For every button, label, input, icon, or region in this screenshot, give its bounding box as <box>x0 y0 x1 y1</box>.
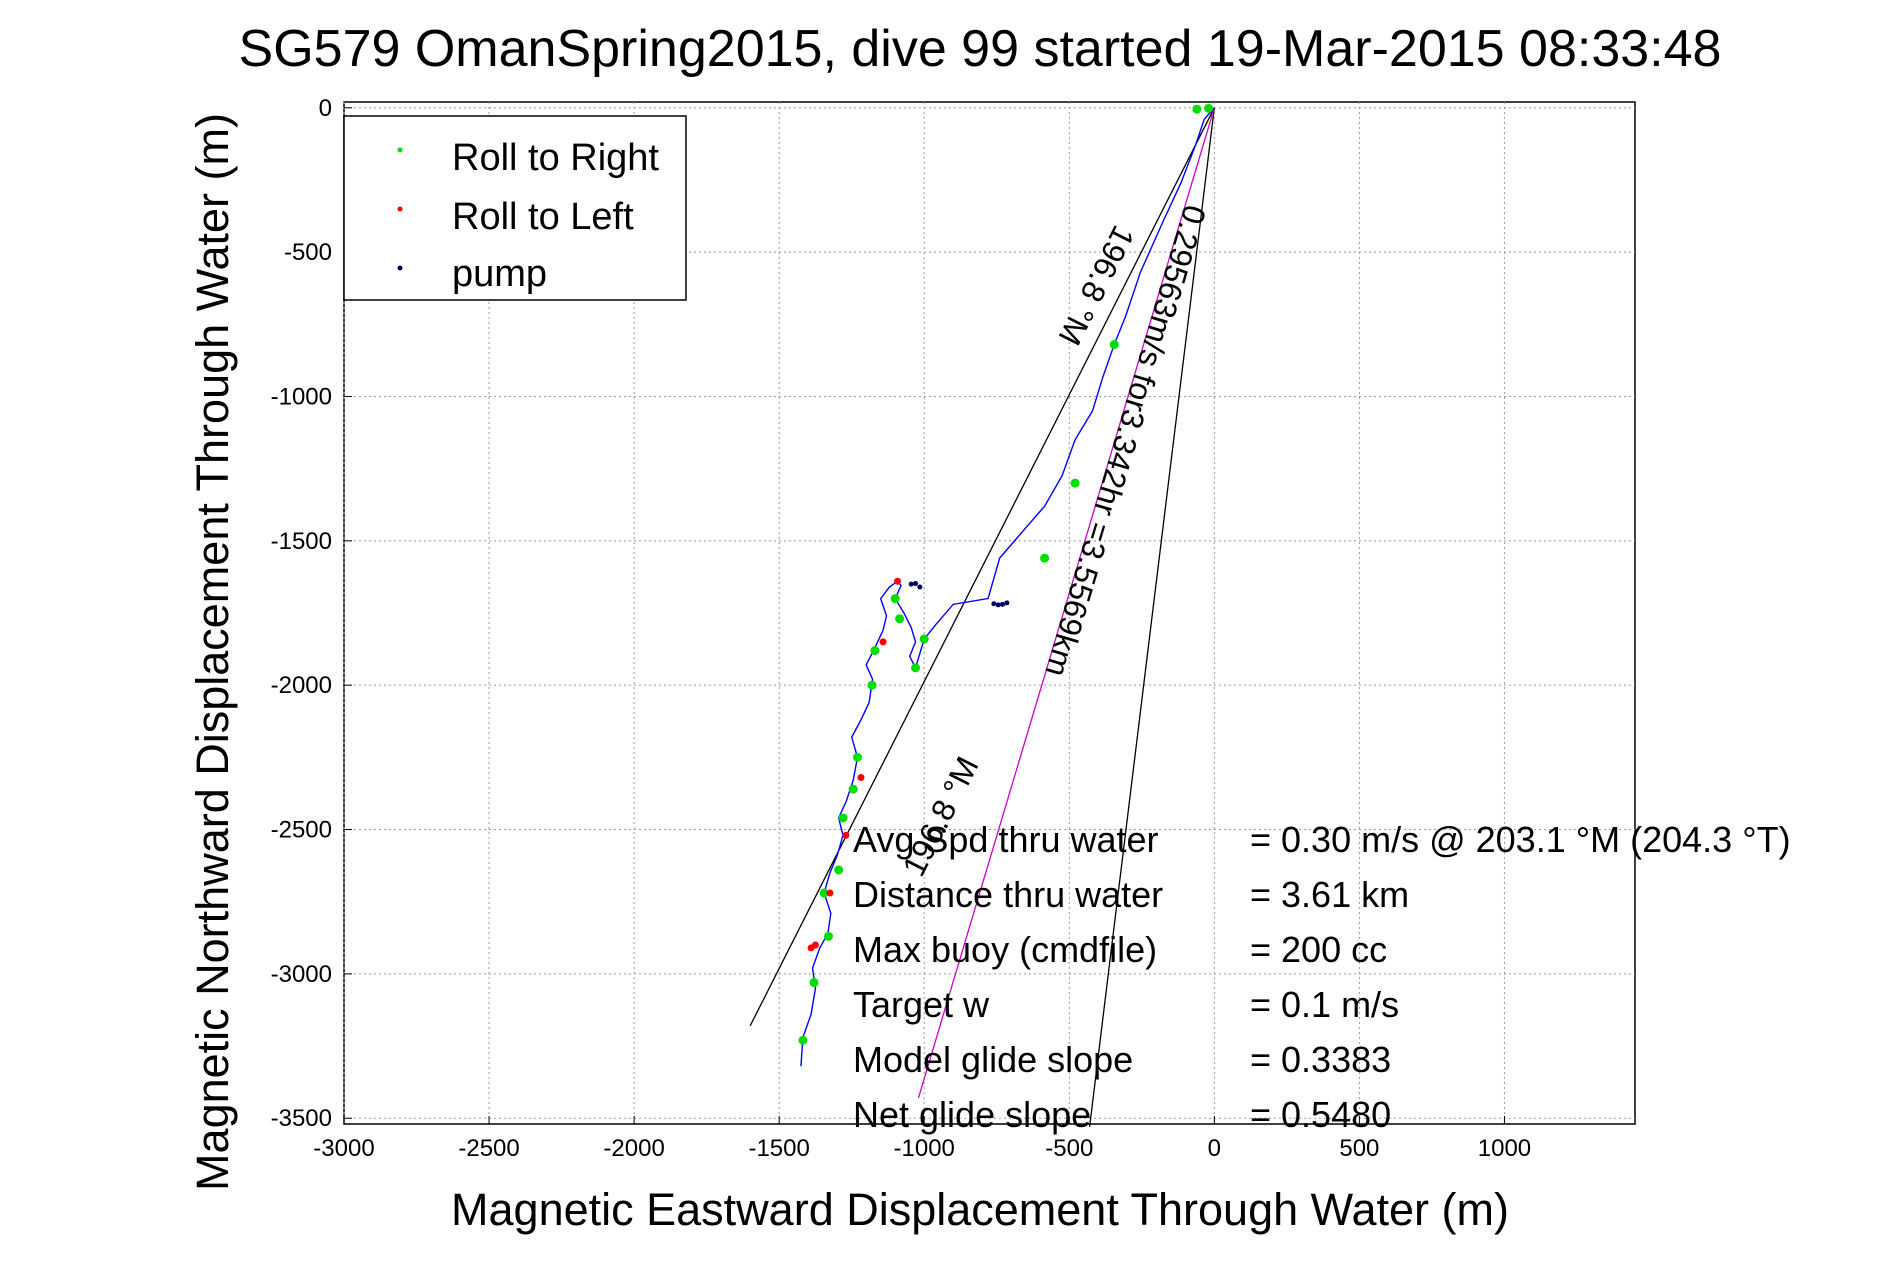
info-value-5: = 0.5480 <box>1250 1094 1391 1135</box>
info-value-3: = 0.1 m/s <box>1250 984 1399 1025</box>
roll-right-point <box>852 752 862 762</box>
x-tick-label: 1000 <box>1478 1135 1531 1162</box>
y-tick-label: -1000 <box>271 383 332 410</box>
legend-label-pump: pump <box>452 253 547 295</box>
course-line <box>917 107 1215 1099</box>
legend: Roll to Right Roll to Left pump <box>343 115 687 301</box>
pump-point <box>913 581 919 587</box>
pump-point <box>917 584 923 590</box>
legend-label-roll-left: Roll to Left <box>452 196 634 238</box>
pump-point <box>991 601 997 607</box>
info-block: Avg Spd thru water = 0.30 m/s @ 203.1 °M… <box>853 819 1791 1135</box>
roll-right-point <box>1040 553 1050 563</box>
pump-point <box>1000 601 1006 607</box>
roll-right-point <box>919 634 929 644</box>
roll-left-point <box>842 831 850 839</box>
info-value-0: = 0.30 m/s @ 203.1 °M (204.3 °T) <box>1250 819 1791 860</box>
roll-right-point <box>809 978 819 988</box>
y-axis-ticks: 0 -500 -1000 -1500 -2000 -2500 -3000 -3500 <box>271 95 352 1132</box>
roll-right-point <box>867 680 877 690</box>
legend-marker-roll-left <box>397 206 403 212</box>
y-tick-label: -2500 <box>271 817 332 844</box>
info-label-0: Avg Spd thru water <box>853 819 1159 860</box>
x-tick-label: -1000 <box>894 1135 955 1162</box>
roll-left-point <box>857 774 865 782</box>
y-tick-label: -3000 <box>271 961 332 988</box>
info-label-2: Max buoy (cmdfile) <box>853 929 1157 970</box>
bound-right-line <box>1088 107 1215 1127</box>
y-tick-label: -500 <box>284 239 332 266</box>
roll-right-point <box>1192 104 1202 114</box>
y-tick-label: -2000 <box>271 672 332 699</box>
roll-left-point <box>894 577 902 585</box>
x-axis-ticks: -3000 -2500 -2000 -1500 -1000 -500 0 500 1000 <box>313 1116 1531 1162</box>
y-tick-label: -3500 <box>271 1105 332 1132</box>
info-value-2: = 200 cc <box>1250 929 1387 970</box>
roll-left-point <box>879 638 887 646</box>
roll-left-point <box>826 889 834 897</box>
y-axis-label: Magnetic Northward Displacement Through … <box>187 113 238 1191</box>
x-tick-label: -3000 <box>313 1135 374 1162</box>
info-label-3: Target w <box>853 984 990 1025</box>
info-value-1: = 3.61 km <box>1250 874 1409 915</box>
roll-right-point <box>1109 340 1119 350</box>
legend-label-roll-right: Roll to Right <box>452 137 659 179</box>
roll-left-point <box>811 941 819 949</box>
roll-right-point <box>911 663 921 673</box>
chart-title: SG579 OmanSpring2015, dive 99 started 19… <box>239 20 1722 78</box>
x-tick-label: -2500 <box>458 1135 519 1162</box>
roll-right-point <box>848 784 858 794</box>
roll-right-point <box>890 594 900 604</box>
pump-point <box>908 581 914 587</box>
legend-marker-pump <box>397 265 403 271</box>
info-label-1: Distance thru water <box>853 874 1163 915</box>
x-tick-label: -500 <box>1045 1135 1093 1162</box>
x-tick-label: -2000 <box>603 1135 664 1162</box>
x-tick-label: 0 <box>1208 1135 1221 1162</box>
legend-marker-roll-right <box>397 147 403 153</box>
pump-point <box>995 602 1001 608</box>
info-value-4: = 0.3383 <box>1250 1039 1391 1080</box>
info-label-4: Model glide slope <box>853 1039 1133 1080</box>
roll-right-point <box>870 646 880 656</box>
roll-right-point <box>819 888 829 898</box>
grid <box>343 102 1635 1124</box>
y-tick-label: 0 <box>319 95 332 122</box>
y-tick-label: -1500 <box>271 528 332 555</box>
x-axis-label: Magnetic Eastward Displacement Through W… <box>451 1184 1509 1235</box>
roll-right-point <box>834 865 844 875</box>
roll-right-point <box>1070 478 1080 488</box>
marker-layer <box>798 103 1214 1045</box>
pump-point <box>1004 600 1010 606</box>
reference-lines <box>749 107 1215 1127</box>
x-tick-label: -1500 <box>748 1135 809 1162</box>
bound-left-line <box>749 107 1215 1027</box>
roll-right-point <box>823 931 833 941</box>
roll-right-point <box>838 813 848 823</box>
roll-right-point <box>798 1035 808 1045</box>
roll-right-point <box>1204 103 1214 113</box>
x-tick-label: 500 <box>1339 1135 1379 1162</box>
info-label-5: Net glide slope <box>853 1094 1091 1135</box>
roll-right-point <box>895 614 905 624</box>
